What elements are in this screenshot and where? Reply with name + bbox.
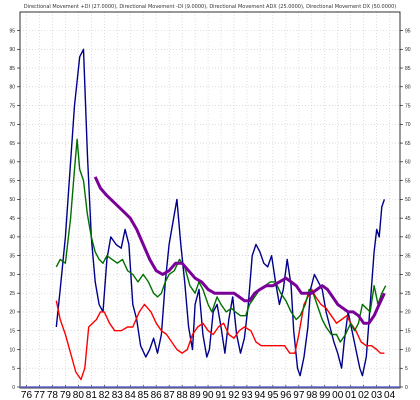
y-tick-label-right: 15 bbox=[405, 329, 411, 335]
y-tick-label-right: 5 bbox=[405, 366, 408, 372]
series-line-2 bbox=[55, 288, 385, 381]
y-tick-label: 20 bbox=[9, 310, 15, 316]
x-tick-label: 93 bbox=[241, 390, 253, 400]
y-tick-label-right: 25 bbox=[405, 291, 411, 297]
x-tick-label: 86 bbox=[151, 390, 163, 400]
x-tick-label: 01 bbox=[345, 390, 357, 400]
y-tick-label-right: 95 bbox=[405, 28, 411, 34]
x-tick-label: 99 bbox=[319, 390, 331, 400]
y-tick-label: 85 bbox=[9, 66, 15, 72]
y-tick-label-right: 35 bbox=[405, 253, 411, 259]
x-tick-label: 97 bbox=[293, 390, 305, 400]
y-tick-label: 95 bbox=[9, 28, 15, 34]
x-tick-label: 77 bbox=[34, 390, 46, 400]
x-tick-label: 04 bbox=[384, 390, 396, 400]
x-tick-label: 92 bbox=[228, 390, 240, 400]
y-tick-label-right: 45 bbox=[405, 216, 411, 222]
x-tick-label: 98 bbox=[306, 390, 318, 400]
series-line-3 bbox=[55, 138, 387, 343]
y-tick-label: 5 bbox=[12, 366, 15, 372]
x-tick-label: 76 bbox=[21, 390, 33, 400]
y-tick-label: 65 bbox=[9, 141, 15, 147]
x-tick-label: 91 bbox=[215, 390, 227, 400]
x-tick-label: 82 bbox=[99, 390, 111, 400]
y-tick-label-right: 30 bbox=[405, 272, 411, 278]
plot-frame bbox=[19, 11, 401, 389]
y-tick-label-right: 50 bbox=[405, 197, 411, 203]
grid-layer bbox=[20, 12, 400, 388]
x-tick-label: 85 bbox=[138, 390, 150, 400]
y-tick-label: 30 bbox=[9, 272, 15, 278]
y-tick-label-right: 20 bbox=[405, 310, 411, 316]
x-tick-label: 00 bbox=[332, 390, 344, 400]
x-tick-label: 90 bbox=[202, 390, 214, 400]
x-tick-label: 02 bbox=[358, 390, 370, 400]
y-tick-label: 50 bbox=[9, 197, 15, 203]
x-tick-label: 89 bbox=[190, 390, 202, 400]
x-tick-label: 81 bbox=[86, 390, 98, 400]
y-tick-label: 10 bbox=[9, 347, 15, 353]
y-tick-label-right: 70 bbox=[405, 122, 411, 128]
y-tick-label: 75 bbox=[9, 103, 15, 109]
y-tick-label: 35 bbox=[9, 253, 15, 259]
left-axis-ticks: 0 5 10 15 20 25 30 35 40 45 50 55 60 65 70 75 80 85 90 95 bbox=[9, 28, 20, 391]
chart-title: Directional Movement +DI (27.0000), Dire… bbox=[24, 4, 397, 10]
y-tick-label-right: 85 bbox=[405, 66, 411, 72]
y-tick-label: 15 bbox=[9, 329, 15, 335]
y-tick-label-right: 60 bbox=[405, 160, 411, 166]
y-tick-label-right: 80 bbox=[405, 85, 411, 91]
x-tick-label: 95 bbox=[267, 390, 279, 400]
series-layer bbox=[55, 48, 387, 381]
x-tick-label: 96 bbox=[280, 390, 292, 400]
x-tick-label: 87 bbox=[164, 390, 176, 400]
x-tick-label: 84 bbox=[125, 390, 137, 400]
y-tick-label-right: 75 bbox=[405, 103, 411, 109]
y-tick-label: 25 bbox=[9, 291, 15, 297]
series-line-1 bbox=[55, 48, 386, 377]
y-tick-label: 80 bbox=[9, 85, 15, 91]
y-tick-label: 55 bbox=[9, 178, 15, 184]
y-tick-label-right: 10 bbox=[405, 347, 411, 353]
x-tick-label: 79 bbox=[60, 390, 72, 400]
x-tick-label: 78 bbox=[47, 390, 59, 400]
series-line-4 bbox=[93, 176, 386, 325]
y-tick-label: 60 bbox=[9, 160, 15, 166]
x-tick-label: 83 bbox=[112, 390, 124, 400]
y-tick-label-right: 55 bbox=[405, 178, 411, 184]
y-tick-label-right: 0 bbox=[405, 385, 408, 391]
y-tick-label: 45 bbox=[9, 216, 15, 222]
x-axis-ticks: 76 77 78 79 80 81 82 83 84 85 86 87 88 89 90 91 92 93 94 95… bbox=[21, 385, 396, 400]
y-tick-label-right: 40 bbox=[405, 235, 411, 241]
y-tick-label: 0 bbox=[12, 385, 15, 391]
y-tick-label-right: 65 bbox=[405, 141, 411, 147]
x-tick-label: 88 bbox=[177, 390, 189, 400]
y-tick-label-right: 90 bbox=[405, 47, 411, 53]
right-axis-ticks: 0 5 10 15 20 25 30 35 40 45 50 55 60 65 70 75 80 85 90 95 bbox=[400, 28, 411, 391]
y-tick-label: 70 bbox=[9, 122, 15, 128]
x-tick-label: 94 bbox=[254, 390, 266, 400]
x-tick-label: 80 bbox=[73, 390, 85, 400]
y-tick-label: 90 bbox=[9, 47, 15, 53]
x-tick-label: 03 bbox=[371, 390, 383, 400]
y-tick-label: 40 bbox=[9, 235, 15, 241]
